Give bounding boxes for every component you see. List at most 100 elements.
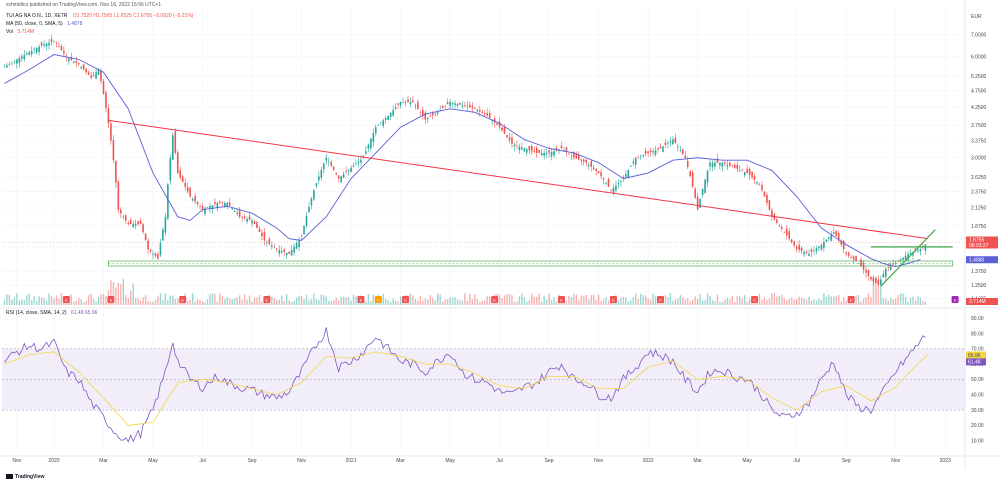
volume-bar (800, 297, 803, 305)
volume-bar (394, 300, 397, 305)
volume-bar (206, 299, 209, 305)
candle-body (318, 176, 320, 181)
volume-bar (211, 293, 214, 305)
volume-bar (605, 297, 607, 305)
candle-body (243, 216, 246, 219)
volume-bar (585, 295, 587, 305)
volume-bar (543, 295, 545, 305)
candle-body (493, 118, 496, 123)
symbol-name[interactable]: TUI AG NA O.N., 1D, XETR (6, 13, 68, 19)
volume-tag (966, 298, 998, 305)
volume-bar (234, 298, 236, 305)
volume-bar (729, 299, 731, 305)
candle-body (132, 224, 135, 227)
price-tick-label: 1.3750 (971, 269, 987, 275)
time-tick-label: May (742, 458, 752, 464)
volume-bar (486, 296, 488, 305)
volume-bar (308, 300, 310, 305)
ma-legend[interactable]: MA (50, close, 0, SMA, 5) 1.4878 (6, 21, 82, 28)
candle-body (389, 113, 392, 117)
volume-bar (21, 299, 23, 305)
candle-body (860, 259, 862, 267)
volume-bar (191, 293, 194, 305)
volume-bar (540, 301, 543, 305)
publisher-line: schmidico published on TradingView.com, … (6, 2, 162, 8)
volume-bar (867, 293, 870, 305)
candle-body (164, 216, 167, 233)
rsi-legend[interactable]: RSI (14, close, SMA, 14, 2) 61.48 65.96 (6, 310, 97, 317)
candle-body (310, 198, 313, 206)
candle-body (751, 171, 753, 178)
volume-bar (300, 296, 303, 305)
candle-body (340, 176, 342, 183)
candle-body (236, 212, 238, 214)
event-marker (402, 296, 410, 303)
volume-bar (550, 300, 553, 305)
volume-bar (13, 297, 16, 305)
volume-bar (805, 299, 808, 305)
candle-body (496, 123, 498, 125)
volume-bar (347, 297, 350, 305)
event-marker-label: E (612, 298, 615, 303)
volume-bar (823, 293, 825, 305)
candle-body (867, 269, 870, 277)
volume-bar (174, 298, 176, 305)
candle-body (840, 241, 843, 245)
volume-bar (795, 299, 798, 305)
candle-body (414, 105, 417, 107)
candle-body (441, 106, 444, 109)
rsi-series (4, 327, 929, 443)
volume-bar (461, 300, 464, 305)
volume-bar (303, 299, 305, 305)
candle-body (82, 64, 85, 70)
volume-bar (709, 295, 711, 305)
candle-body (275, 248, 278, 250)
volume-bar (164, 293, 167, 305)
volume-bar (120, 284, 122, 305)
time-tick-label: Sep (842, 458, 851, 464)
candle-body (545, 152, 548, 155)
candle-body (33, 49, 35, 50)
candle-body (810, 249, 813, 252)
candle-body (526, 149, 528, 153)
candle-body (657, 148, 659, 150)
candle-body (87, 72, 90, 75)
volume-bar (538, 293, 540, 305)
candle-body (72, 61, 75, 63)
candle-body (38, 46, 40, 53)
candle-body (781, 226, 783, 229)
volume-bar (580, 295, 582, 305)
volume-bar (352, 294, 355, 305)
event-marker (751, 296, 759, 303)
volume-bar (677, 298, 679, 305)
volume-bar (568, 295, 570, 305)
volume-bar (226, 297, 228, 305)
volume-bar (229, 298, 231, 305)
volume-bar (595, 299, 597, 305)
volume-bar (147, 301, 149, 305)
event-marker-label: E (560, 298, 563, 303)
candle-body (330, 161, 333, 166)
volume-bar (112, 281, 115, 305)
candle-body (147, 240, 149, 250)
candle-body (85, 68, 87, 73)
rsi-tag (966, 358, 986, 366)
candle-body (323, 163, 325, 170)
volume-bar (565, 300, 568, 305)
volume-bars (3, 278, 927, 305)
volume-bar (55, 295, 58, 305)
candle-body (877, 279, 880, 286)
volume-legend-label: Vol (6, 29, 13, 35)
volume-legend[interactable]: Vol 3.714M (6, 29, 34, 36)
candle-body (716, 158, 719, 163)
candle-body (644, 150, 647, 154)
volume-bar (441, 301, 444, 305)
candle-body (402, 102, 404, 103)
candle-body (446, 102, 449, 105)
candle-body (560, 145, 563, 149)
volume-bar (877, 288, 880, 305)
candle-body (422, 109, 424, 116)
volume-bar (48, 293, 50, 305)
volume-bar (313, 293, 315, 305)
